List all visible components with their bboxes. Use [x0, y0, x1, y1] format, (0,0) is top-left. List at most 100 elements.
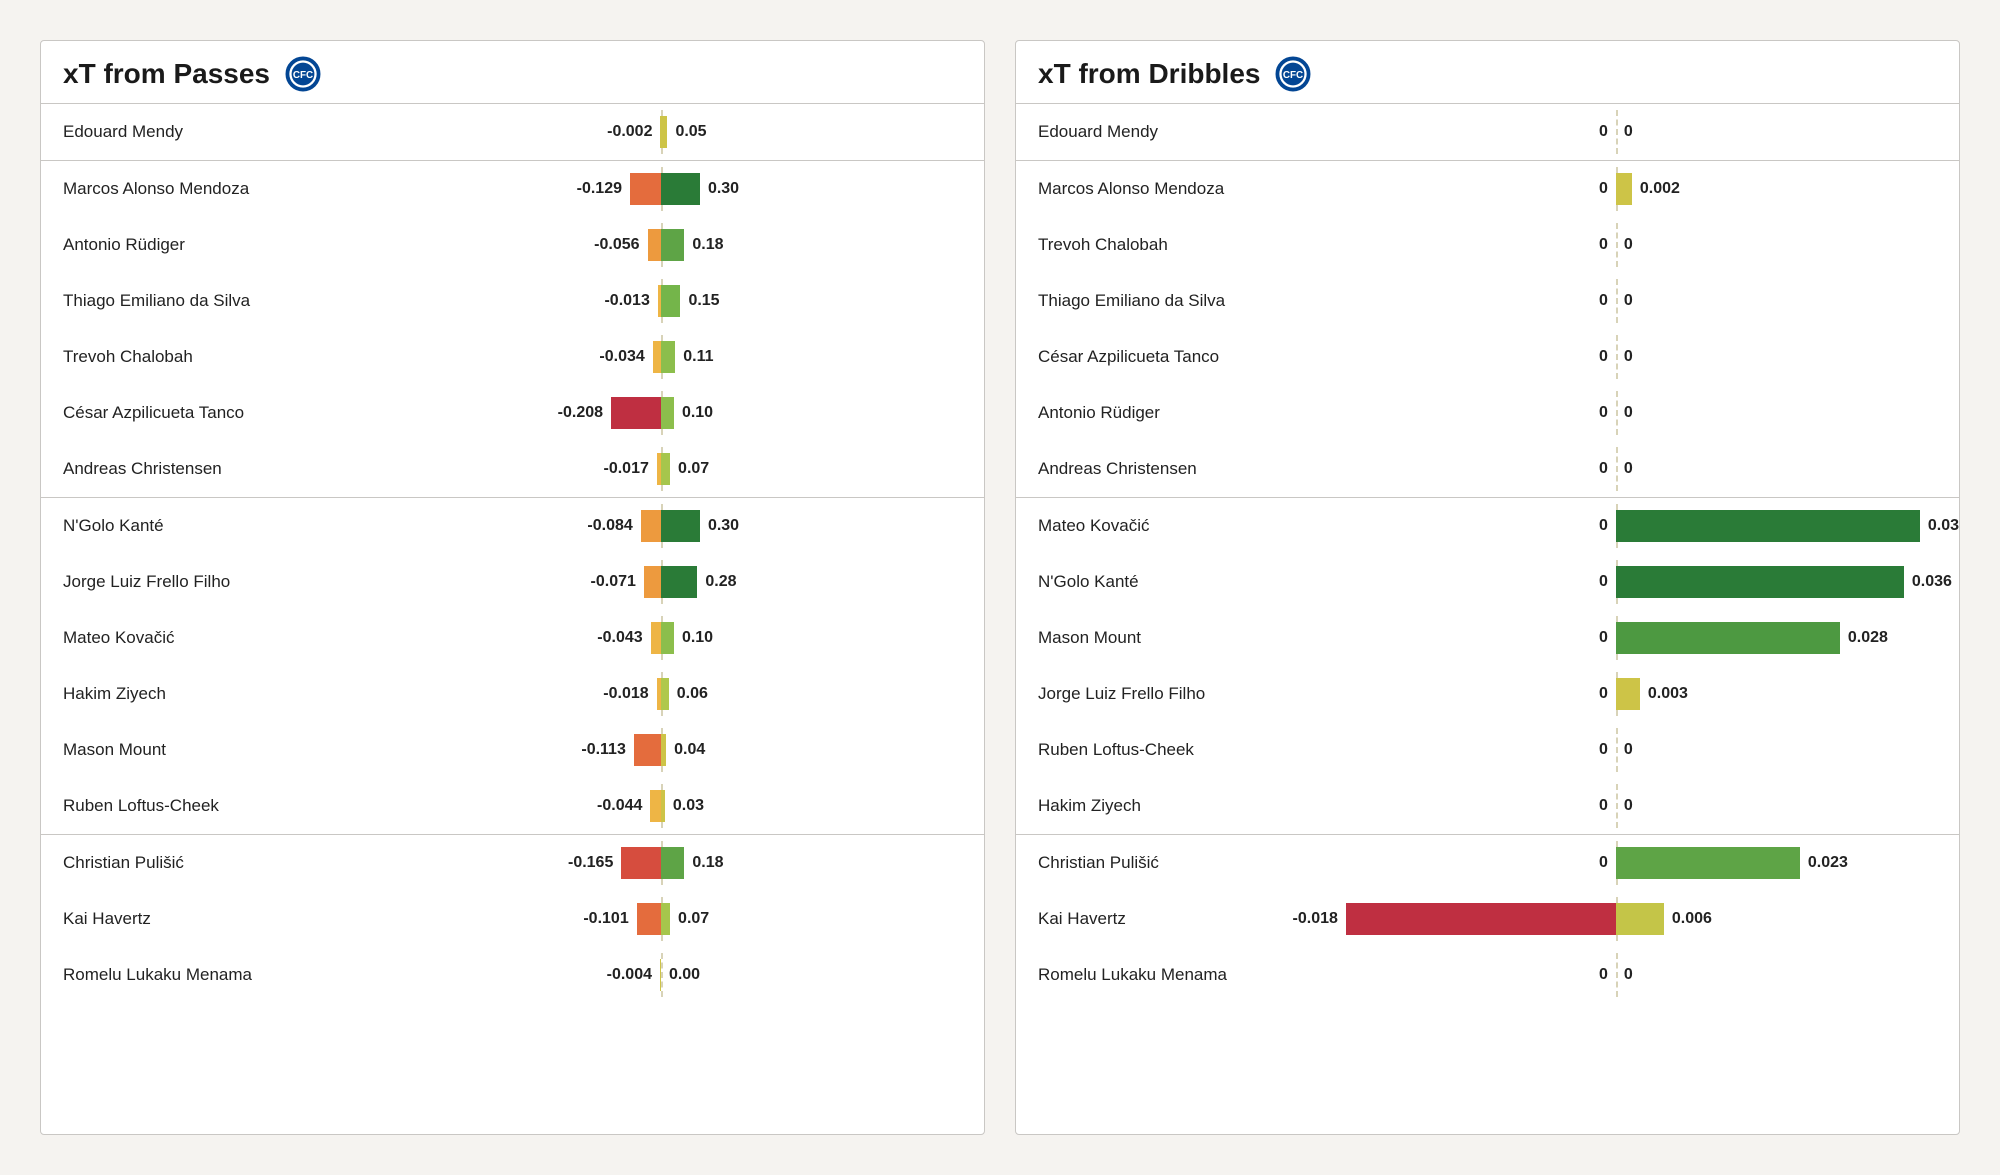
pos-value: 0	[1624, 797, 1633, 815]
neg-value: -0.002	[607, 123, 652, 141]
dribbles-group: Mateo Kovačić00.038N'Golo Kanté00.036Mas…	[1016, 498, 1959, 835]
bar-track: -0.2080.10	[293, 385, 962, 441]
pos-bar	[1616, 678, 1640, 710]
player-name: N'Golo Kanté	[1038, 572, 1268, 592]
neg-value: 0	[1599, 404, 1608, 422]
passes-row: N'Golo Kanté-0.0840.30	[41, 498, 984, 554]
pos-value: 0	[1624, 292, 1633, 310]
neg-value: -0.165	[568, 854, 613, 872]
player-name: Andreas Christensen	[63, 459, 293, 479]
pos-value: 0.002	[1640, 180, 1680, 198]
neg-bar	[648, 229, 661, 261]
passes-row: Kai Havertz-0.1010.07	[41, 891, 984, 947]
neg-value: 0	[1599, 629, 1608, 647]
passes-row: César Azpilicueta Tanco-0.2080.10	[41, 385, 984, 441]
player-name: Romelu Lukaku Menama	[63, 965, 293, 985]
neg-value: 0	[1599, 573, 1608, 591]
dribbles-row: Mason Mount00.028	[1016, 610, 1959, 666]
pos-bar	[661, 903, 670, 935]
panel-dribbles: xT from Dribbles CFC Edouard Mendy00Marc…	[1015, 40, 1960, 1135]
bar-track: 00.023	[1268, 835, 1937, 891]
player-name: Ruben Loftus-Cheek	[63, 796, 293, 816]
dribbles-group: Christian Pulišić00.023Kai Havertz-0.018…	[1016, 835, 1959, 1003]
page-root: xT from Passes CFC Edouard Mendy-0.0020.…	[0, 0, 2000, 1175]
pos-bar	[661, 790, 665, 822]
player-name: Edouard Mendy	[1038, 122, 1268, 142]
dribbles-row: César Azpilicueta Tanco00	[1016, 329, 1959, 385]
neg-value: -0.044	[597, 797, 642, 815]
passes-row: Ruben Loftus-Cheek -0.044 0.03	[41, 778, 984, 834]
panel-passes-header: xT from Passes CFC	[41, 41, 984, 104]
neg-bar	[641, 510, 661, 542]
pos-bar	[661, 622, 674, 654]
pos-bar	[661, 678, 669, 710]
pos-value: 0.06	[677, 685, 708, 703]
neg-value: -0.018	[603, 685, 648, 703]
pos-value: 0	[1624, 404, 1633, 422]
player-name: Antonio Rüdiger	[63, 235, 293, 255]
pos-value: 0	[1624, 966, 1633, 984]
panel-passes-body: Edouard Mendy-0.0020.05Marcos Alonso Men…	[41, 104, 984, 1003]
passes-row: Jorge Luiz Frello Filho-0.0710.28	[41, 554, 984, 610]
bar-track: -0.018 0.006	[1268, 891, 1937, 947]
bar-track: 00.002	[1268, 161, 1937, 217]
bar-track: 00	[1268, 385, 1937, 441]
neg-value: -0.101	[583, 910, 628, 928]
pos-bar	[661, 453, 670, 485]
pos-bar	[661, 229, 684, 261]
pos-value: 0.03	[673, 797, 704, 815]
neg-value: 0	[1599, 236, 1608, 254]
pos-value: 0.023	[1808, 854, 1848, 872]
pos-value: 0.003	[1648, 685, 1688, 703]
svg-text:CFC: CFC	[1283, 70, 1303, 81]
neg-bar	[630, 173, 661, 205]
player-name: Hakim Ziyech	[63, 684, 293, 704]
neg-bar	[653, 341, 661, 373]
neg-value: 0	[1599, 348, 1608, 366]
pos-value: 0	[1624, 236, 1633, 254]
dribbles-row: Trevoh Chalobah00	[1016, 217, 1959, 273]
passes-row: Mateo Kovačić-0.0430.10	[41, 610, 984, 666]
passes-row: Antonio Rüdiger-0.0560.18	[41, 217, 984, 273]
pos-value: 0	[1624, 460, 1633, 478]
neg-value: -0.113	[581, 741, 625, 759]
dribbles-row: Mateo Kovačić00.038	[1016, 498, 1959, 554]
bar-track: 00	[1268, 217, 1937, 273]
bar-track: 00	[1268, 778, 1937, 834]
neg-value: -0.004	[607, 966, 652, 984]
neg-value: 0	[1599, 966, 1608, 984]
passes-row: Edouard Mendy-0.0020.05	[41, 104, 984, 160]
passes-row: Thiago Emiliano da Silva-0.0130.15	[41, 273, 984, 329]
pos-bar	[661, 173, 700, 205]
player-name: Jorge Luiz Frello Filho	[1038, 684, 1268, 704]
passes-row: Hakim Ziyech -0.018 0.06	[41, 666, 984, 722]
bar-track: -0.0430.10	[293, 610, 962, 666]
pos-value: 0.30	[708, 517, 739, 535]
bar-track: -0.0020.05	[293, 104, 962, 160]
neg-bar	[611, 397, 661, 429]
dribbles-row: Kai Havertz-0.0180.006	[1016, 891, 1959, 947]
player-name: Mateo Kovačić	[1038, 516, 1268, 536]
zero-line	[1616, 279, 1618, 323]
pos-value: 0.006	[1672, 910, 1712, 928]
dribbles-row: Romelu Lukaku Menama00	[1016, 947, 1959, 1003]
player-name: Trevoh Chalobah	[1038, 235, 1268, 255]
player-name: Mason Mount	[1038, 628, 1268, 648]
panel-passes-title: xT from Passes	[63, 58, 270, 90]
player-name: Trevoh Chalobah	[63, 347, 293, 367]
zero-line	[1616, 447, 1618, 491]
panel-dribbles-body: Edouard Mendy00Marcos Alonso Mendoza00.0…	[1016, 104, 1959, 1003]
bar-track: -0.1130.04	[293, 722, 962, 778]
passes-row: Romelu Lukaku Menama-0.0040.00	[41, 947, 984, 1003]
neg-value: -0.056	[594, 236, 639, 254]
player-name: Mason Mount	[63, 740, 293, 760]
neg-bar	[621, 847, 661, 879]
passes-row: Marcos Alonso Mendoza-0.1290.30	[41, 161, 984, 217]
bar-track: -0.044 0.03	[293, 778, 962, 834]
zero-line	[1616, 223, 1618, 267]
dribbles-row: Marcos Alonso Mendoza00.002	[1016, 161, 1959, 217]
neg-value: 0	[1599, 517, 1608, 535]
bar-track: -0.0170.07	[293, 441, 962, 497]
dribbles-group: Edouard Mendy00	[1016, 104, 1959, 161]
neg-value: -0.018	[1293, 910, 1338, 928]
